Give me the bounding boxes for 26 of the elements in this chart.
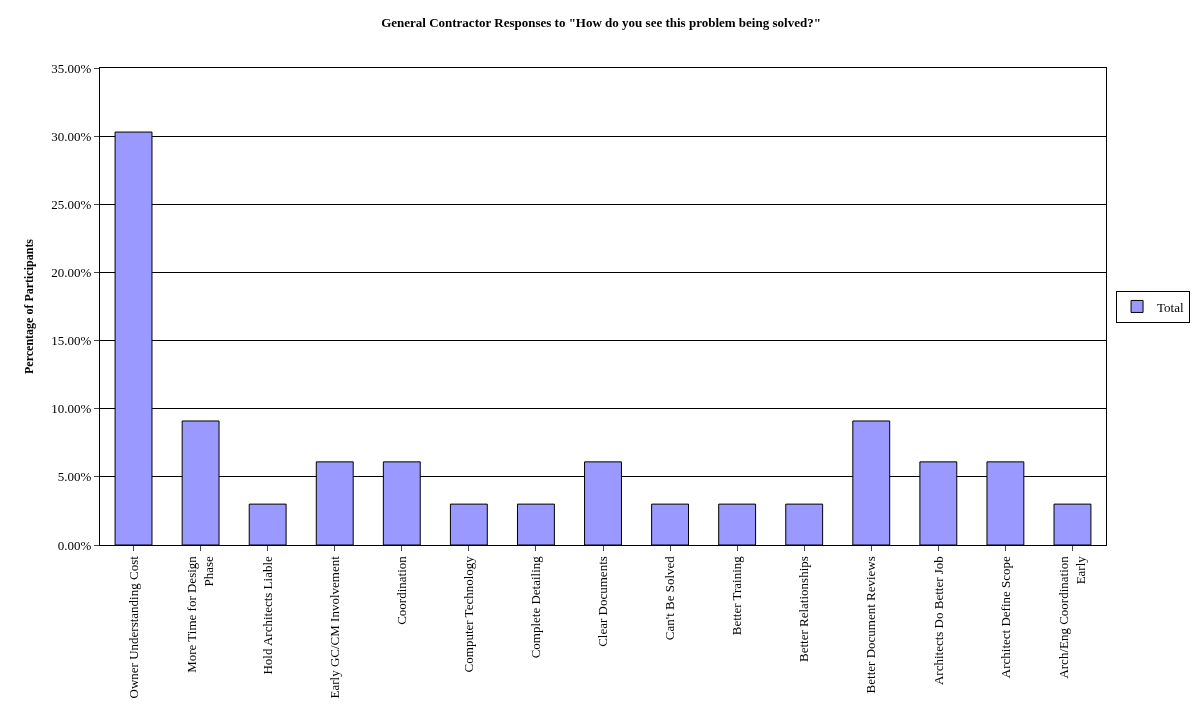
x-tick-label: Computer Technology: [461, 555, 477, 673]
x-tick-label: Architect Define Scope: [997, 555, 1013, 679]
y-axis-title: Percentage of Participants: [21, 238, 36, 375]
x-tick-label: Early GC/CM Involvement: [326, 555, 342, 699]
x-tick-label: Architects Do Better Job: [930, 556, 946, 686]
y-tick-label: 25.00%: [51, 196, 92, 212]
legend-label: Total: [1157, 299, 1184, 315]
y-tick-label: 0.00%: [57, 537, 92, 553]
y-tick-label: 20.00%: [51, 264, 92, 280]
x-tick-label: Better Relationships: [796, 556, 812, 662]
y-tick-label: 30.00%: [51, 128, 92, 144]
y-tick-label: 10.00%: [51, 401, 92, 417]
x-tick-label: Can't Be Solved: [662, 555, 678, 641]
x-tick-label: Owner Understanding Cost: [125, 555, 141, 699]
x-tick-label: Hold Architects Liable: [259, 555, 275, 675]
x-tick-label: Clear Documents: [595, 556, 611, 647]
x-tick-label: Arch/Eng Coordination Early: [1056, 555, 1089, 679]
x-tick-label: Better Document Reviews: [863, 556, 879, 694]
x-tick-label: Better Training: [729, 555, 745, 636]
y-tick-label: 5.00%: [57, 469, 92, 485]
x-tick-label: Complete Detailing: [528, 555, 544, 659]
chart-title: General Contractor Responses to "How do you see this problem being solved?": [381, 14, 821, 30]
y-tick-label: 15.00%: [51, 333, 92, 349]
y-tick-label: 35.00%: [51, 60, 92, 76]
x-tick-label: Coordination: [394, 555, 410, 625]
x-tick-label: More Time for Design Phase: [184, 555, 217, 673]
